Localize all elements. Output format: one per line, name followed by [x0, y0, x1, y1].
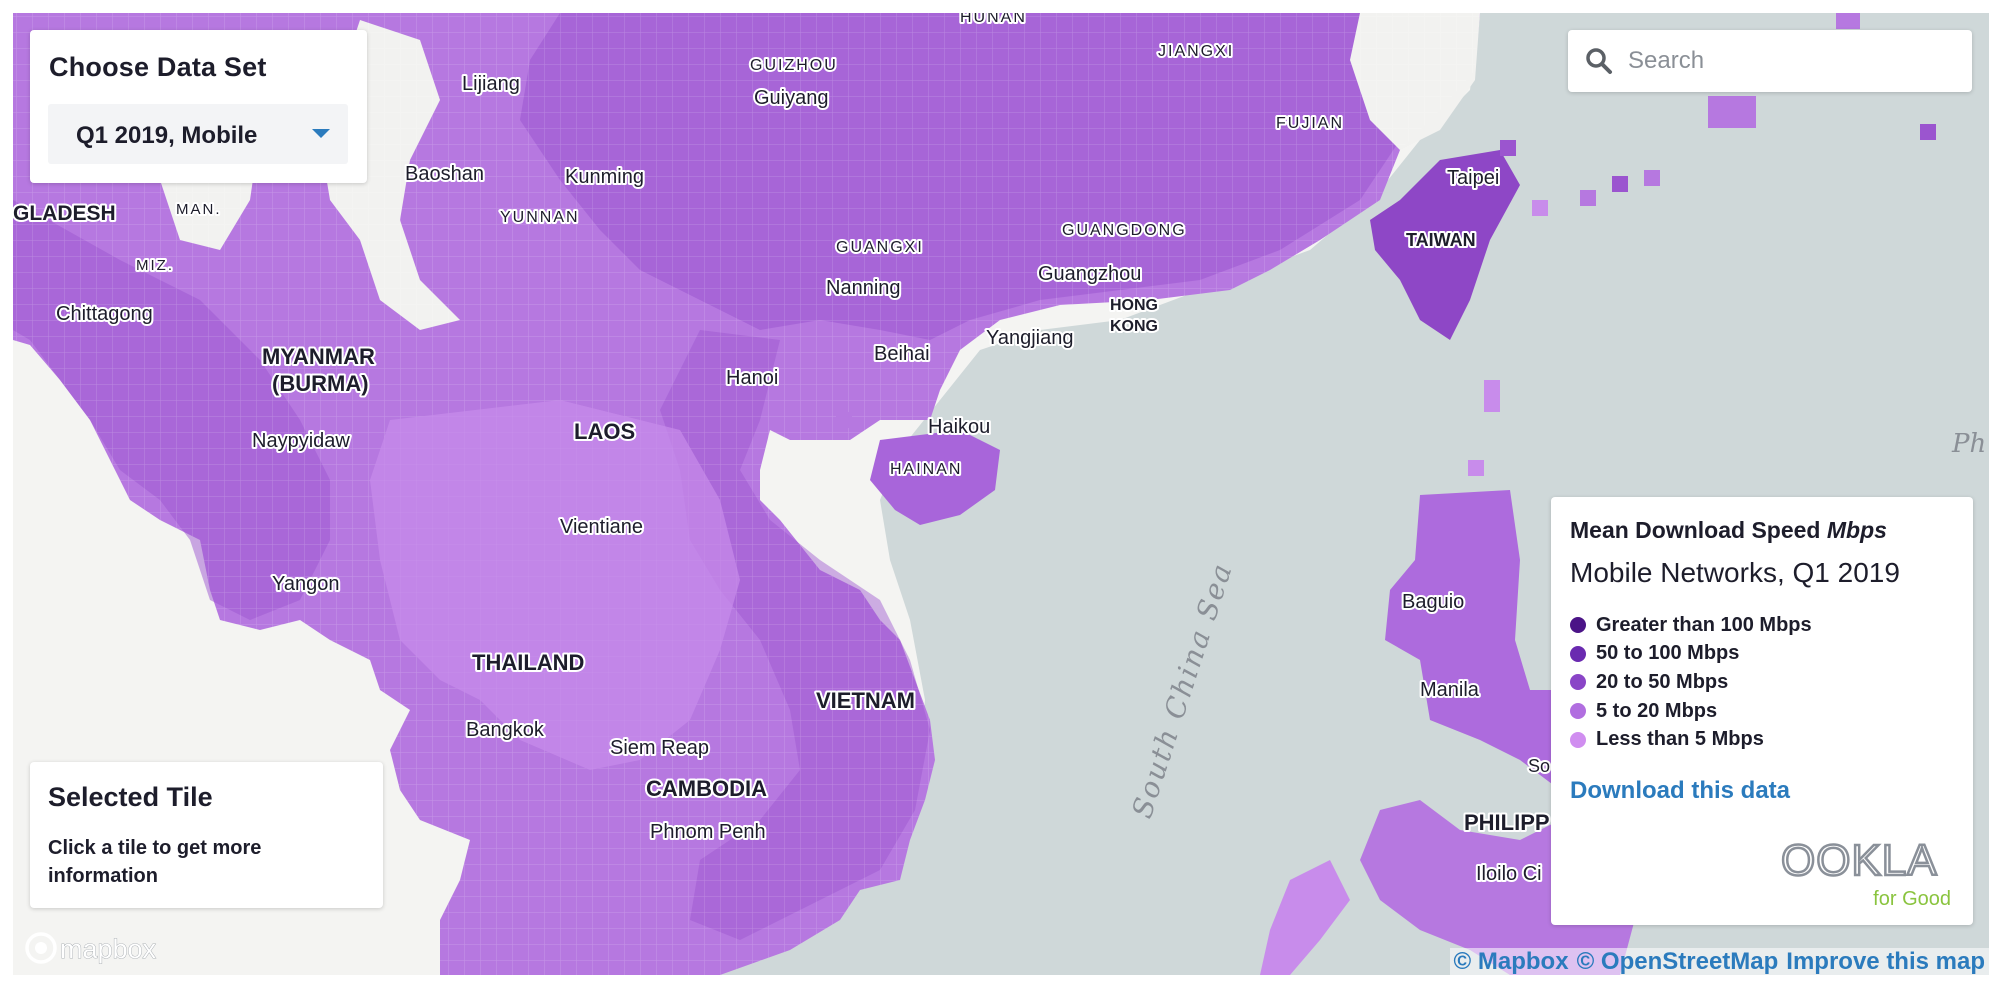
legend-list: Greater than 100 Mbps 50 to 100 Mbps 20 … — [1570, 611, 1812, 754]
coverage-tile[interactable] — [1920, 124, 1936, 140]
caret-down-icon[interactable] — [312, 129, 330, 138]
coverage-tile[interactable] — [1468, 460, 1484, 476]
coverage-grid — [13, 13, 1480, 975]
coverage-tile[interactable] — [1836, 13, 1860, 29]
coverage-tile[interactable] — [1708, 96, 1756, 128]
legend-item-label: Greater than 100 Mbps — [1596, 613, 1812, 636]
legend-item: Less than 5 Mbps — [1570, 725, 1812, 754]
dataset-title: Choose Data Set — [49, 52, 267, 82]
improve-map-link[interactable]: Improve this map — [1786, 948, 1985, 975]
legend-heading: Mean Download Speed Mbps — [1570, 517, 1887, 544]
legend-heading-text: Mean Download Speed — [1570, 517, 1821, 543]
legend-item: Greater than 100 Mbps — [1570, 611, 1812, 640]
legend-item-label: 50 to 100 Mbps — [1596, 642, 1740, 665]
coverage-thailand-light — [370, 400, 740, 770]
legend-item-label: 20 to 50 Mbps — [1596, 670, 1729, 693]
attribution-osm-link[interactable]: © OpenStreetMap — [1576, 948, 1779, 975]
coverage-tile[interactable] — [1644, 170, 1660, 186]
legend-item: 5 to 20 Mbps — [1570, 697, 1812, 726]
selected-tile-panel: Selected Tile Click a tile to get more i… — [30, 762, 383, 908]
legend-dot-icon — [1570, 645, 1586, 662]
legend-panel: Mean Download Speed Mbps Mobile Networks… — [1551, 497, 1973, 925]
legend-dot-icon — [1570, 617, 1586, 634]
dataset-select[interactable]: Q1 2019, Mobile — [48, 104, 348, 164]
legend-dot-icon — [1570, 703, 1586, 720]
selected-tile-info: Click a tile to get more information — [48, 837, 262, 887]
download-data-link[interactable]: Download this data — [1570, 777, 1791, 804]
coverage-hainan[interactable] — [870, 430, 1000, 525]
mapbox-logo-text: mapbox — [60, 934, 157, 964]
mapbox-logo[interactable]: mapbox — [24, 930, 174, 966]
coverage-tile[interactable] — [1532, 200, 1548, 216]
ookla-logo-tagline: for Good — [1873, 888, 1951, 910]
coverage-tile[interactable] — [836, 412, 852, 428]
search-icon — [1586, 48, 1612, 74]
selected-tile-title: Selected Tile — [48, 782, 213, 812]
coverage-taiwan[interactable] — [1370, 150, 1520, 340]
search-box[interactable] — [1568, 30, 1972, 92]
dataset-panel: Choose Data Set Q1 2019, Mobile — [30, 30, 367, 183]
legend-heading-unit: Mbps — [1826, 517, 1887, 543]
mapbox-logo-icon — [25, 932, 57, 964]
legend-item: 50 to 100 Mbps — [1570, 640, 1812, 669]
coverage-tile[interactable] — [1580, 190, 1596, 206]
legend-item-label: Less than 5 Mbps — [1596, 728, 1764, 751]
dataset-select-value[interactable]: Q1 2019, Mobile — [76, 122, 258, 149]
legend-subtitle: Mobile Networks, Q1 2019 — [1570, 557, 1900, 588]
legend-item: 20 to 50 Mbps — [1570, 668, 1812, 697]
ookla-logo-text: OOKLA — [1781, 836, 1938, 885]
legend-dot-icon — [1570, 674, 1586, 691]
attribution-mapbox-link[interactable]: © Mapbox — [1453, 948, 1569, 975]
coverage-tile[interactable] — [1484, 380, 1500, 412]
map-attribution: © Mapbox © OpenStreetMap Improve this ma… — [1449, 948, 1989, 976]
legend-dot-icon — [1570, 731, 1586, 748]
mapbox-logo-inner-icon — [35, 942, 47, 954]
coverage-palawan[interactable] — [1260, 860, 1350, 975]
search-input[interactable] — [1626, 40, 1960, 82]
legend-item-label: 5 to 20 Mbps — [1596, 699, 1718, 722]
ookla-for-good-logo: OOKLA for Good — [1781, 835, 1951, 910]
coverage-tile[interactable] — [1500, 140, 1516, 156]
coverage-tile[interactable] — [1612, 176, 1628, 192]
